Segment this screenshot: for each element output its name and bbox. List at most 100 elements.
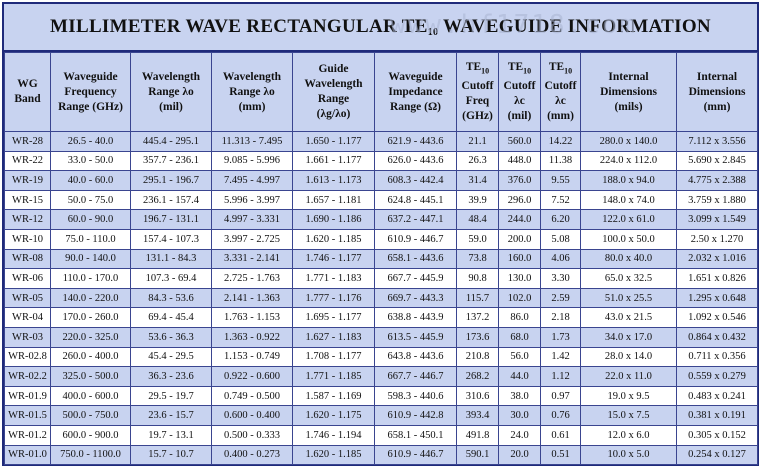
- cell-cutoff-mil: 44.0: [498, 366, 541, 387]
- cell-dimensions-mils: 280.0 x 140.0: [580, 131, 677, 152]
- cell-impedance: 610.9 - 446.7: [374, 228, 457, 250]
- cell-wavelength-mil: 15.7 - 10.7: [130, 444, 212, 466]
- cell-guide-wavelength: 1.746 - 1.194: [292, 424, 375, 446]
- cell-impedance: 667.7 - 445.9: [374, 268, 457, 289]
- cell-cutoff-mm: 1.12: [540, 366, 581, 387]
- cell-impedance: 598.3 - 440.6: [374, 385, 457, 407]
- cell-wavelength-mm: 0.749 - 0.500: [211, 385, 293, 407]
- cell-wavelength-mm: 3.331 - 2.141: [211, 248, 293, 270]
- header-band: WG Band: [4, 52, 51, 132]
- cell-impedance: 638.8 - 443.9: [374, 307, 457, 328]
- cell-dimensions-mils: 188.0 x 94.0: [580, 170, 677, 191]
- cell-impedance: 667.7 - 446.7: [374, 366, 457, 387]
- title-bar: MILLIMETER WAVE RECTANGULAR TE10 WAVEGUI…: [4, 4, 757, 52]
- cell-cutoff-freq: 31.4: [456, 170, 499, 191]
- cell-dimensions-mils: 15.0 x 7.5: [580, 405, 677, 426]
- cell-guide-wavelength: 1.650 - 1.177: [292, 131, 375, 152]
- cell-cutoff-mm: 7.52: [540, 189, 581, 211]
- cell-band: WR-01.2: [4, 424, 51, 446]
- cell-dimensions-mm: 0.711 x 0.356: [676, 346, 758, 368]
- cell-dimensions-mm: 1.651 x 0.826: [676, 268, 758, 289]
- cell-frequency: 260.0 - 400.0: [50, 346, 131, 368]
- cell-impedance: 621.9 - 443.6: [374, 131, 457, 152]
- header-impedance: Waveguide Impedance Range (Ω): [374, 52, 457, 132]
- cell-band: WR-08: [4, 248, 51, 270]
- cell-cutoff-mil: 560.0: [498, 131, 541, 152]
- cell-guide-wavelength: 1.771 - 1.183: [292, 268, 375, 289]
- cell-band: WR-01.9: [4, 385, 51, 407]
- table-row: WR-15 50.0 - 75.0 236.1 - 157.4 5.996 - 3.9…: [4, 189, 758, 211]
- cell-frequency: 50.0 - 75.0: [50, 189, 131, 211]
- cell-dimensions-mils: 148.0 x 74.0: [580, 189, 677, 211]
- table-row: WR-12 60.0 - 90.0 196.7 - 131.1 4.997 - 3.3…: [4, 209, 758, 230]
- header-frequency: Waveguide Frequency Range (GHz): [50, 52, 131, 132]
- waveguide-table: WG Band Waveguide Frequency Range (GHz) Wav…: [4, 52, 758, 466]
- cell-wavelength-mil: 131.1 - 84.3: [130, 248, 212, 270]
- cell-impedance: 613.5 - 445.9: [374, 326, 457, 348]
- table-row: WR-04 170.0 - 260.0 69.4 - 45.4 1.763 - 1.1…: [4, 307, 758, 328]
- cell-dimensions-mm: 0.254 x 0.127: [676, 444, 758, 466]
- cell-wavelength-mm: 1.153 - 0.749: [211, 346, 293, 368]
- cell-impedance: 669.7 - 443.3: [374, 287, 457, 309]
- cell-frequency: 500.0 - 750.0: [50, 405, 131, 426]
- cell-impedance: 626.0 - 443.6: [374, 150, 457, 172]
- page-title: MILLIMETER WAVE RECTANGULAR TE10 WAVEGUI…: [50, 16, 711, 38]
- cell-cutoff-mm: 2.59: [540, 287, 581, 309]
- header-cutoff-mm: TE10 Cutoff λc (mm): [540, 52, 581, 132]
- cell-wavelength-mm: 1.763 - 1.153: [211, 307, 293, 328]
- cell-dimensions-mm: 7.112 x 3.556: [676, 131, 758, 152]
- cell-wavelength-mil: 53.6 - 36.3: [130, 326, 212, 348]
- cell-cutoff-freq: 39.9: [456, 189, 499, 211]
- cell-wavelength-mm: 9.085 - 5.996: [211, 150, 293, 172]
- cell-cutoff-mil: 56.0: [498, 346, 541, 368]
- cell-wavelength-mil: 157.4 - 107.3: [130, 228, 212, 250]
- cell-cutoff-freq: 21.1: [456, 131, 499, 152]
- cell-band: WR-04: [4, 307, 51, 328]
- cell-dimensions-mils: 43.0 x 21.5: [580, 307, 677, 328]
- header-dimensions-mm: Internal Dimensions (mm): [676, 52, 758, 132]
- cell-dimensions-mm: 4.775 x 2.388: [676, 170, 758, 191]
- cell-impedance: 608.3 - 442.4: [374, 170, 457, 191]
- cell-cutoff-mm: 6.20: [540, 209, 581, 230]
- cell-dimensions-mm: 0.559 x 0.279: [676, 366, 758, 387]
- cell-guide-wavelength: 1.620 - 1.185: [292, 444, 375, 466]
- cell-band: WR-05: [4, 287, 51, 309]
- cell-wavelength-mil: 357.7 - 236.1: [130, 150, 212, 172]
- cell-cutoff-mm: 1.73: [540, 326, 581, 348]
- cell-cutoff-freq: 59.0: [456, 228, 499, 250]
- cell-impedance: 610.9 - 446.7: [374, 444, 457, 466]
- cell-band: WR-19: [4, 170, 51, 191]
- cell-frequency: 40.0 - 60.0: [50, 170, 131, 191]
- cell-cutoff-mil: 376.0: [498, 170, 541, 191]
- cell-frequency: 750.0 - 1100.0: [50, 444, 131, 466]
- cell-cutoff-mm: 14.22: [540, 131, 581, 152]
- cell-wavelength-mm: 0.922 - 0.600: [211, 366, 293, 387]
- cell-frequency: 400.0 - 600.0: [50, 385, 131, 407]
- cell-wavelength-mm: 2.725 - 1.763: [211, 268, 293, 289]
- cell-wavelength-mil: 29.5 - 19.7: [130, 385, 212, 407]
- cell-cutoff-freq: 26.3: [456, 150, 499, 172]
- cell-dimensions-mm: 5.690 x 2.845: [676, 150, 758, 172]
- cell-wavelength-mm: 0.600 - 0.400: [211, 405, 293, 426]
- table-row: WR-22 33.0 - 50.0 357.7 - 236.1 9.085 - 5.9…: [4, 150, 758, 172]
- cell-guide-wavelength: 1.746 - 1.177: [292, 248, 375, 270]
- cell-cutoff-mil: 68.0: [498, 326, 541, 348]
- cell-band: WR-03: [4, 326, 51, 348]
- table-row: WR-05 140.0 - 220.0 84.3 - 53.6 2.141 - 1.3…: [4, 287, 758, 309]
- cell-wavelength-mm: 2.141 - 1.363: [211, 287, 293, 309]
- cell-band: WR-01.5: [4, 405, 51, 426]
- cell-cutoff-freq: 590.1: [456, 444, 499, 466]
- cell-cutoff-mm: 3.30: [540, 268, 581, 289]
- cell-band: WR-15: [4, 189, 51, 211]
- table-row: WR-01.2 600.0 - 900.0 19.7 - 13.1 0.500 - 0…: [4, 424, 758, 446]
- header-cutoff-freq: TE10 Cutoff Freq (GHz): [456, 52, 499, 132]
- cell-cutoff-mil: 130.0: [498, 268, 541, 289]
- cell-cutoff-mil: 20.0: [498, 444, 541, 466]
- cell-guide-wavelength: 1.708 - 1.177: [292, 346, 375, 368]
- cell-dimensions-mils: 51.0 x 25.5: [580, 287, 677, 309]
- cell-cutoff-mm: 4.06: [540, 248, 581, 270]
- cell-band: WR-06: [4, 268, 51, 289]
- cell-frequency: 26.5 - 40.0: [50, 131, 131, 152]
- cell-frequency: 170.0 - 260.0: [50, 307, 131, 328]
